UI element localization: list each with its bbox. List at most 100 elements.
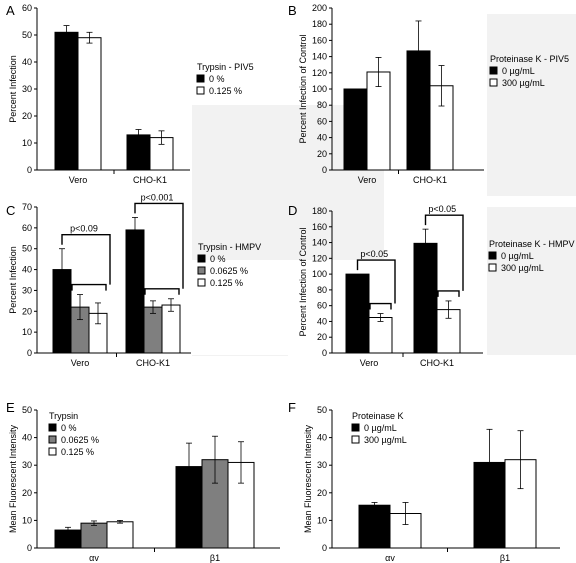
panel-F: F 0 10 20 30 40 50 Mean Fluorescent Intensity αv… bbox=[288, 400, 560, 563]
panel-letter: B bbox=[288, 3, 297, 18]
legend: Trypsin - PIV5 0 % 0.125 % bbox=[196, 62, 254, 96]
y-tick-label: 80 bbox=[317, 100, 327, 110]
bracket bbox=[356, 259, 396, 304]
y-tick-label: 100 bbox=[312, 84, 327, 94]
legend-background bbox=[192, 355, 288, 356]
bar bbox=[389, 513, 422, 549]
y-tick-label: 10 bbox=[317, 515, 327, 525]
y-tick-label: 160 bbox=[312, 35, 327, 45]
y-tick-label: 10 bbox=[22, 515, 32, 525]
y-tick-label: 20 bbox=[22, 306, 32, 316]
y-tick-label: 40 bbox=[22, 433, 32, 443]
legend: Trypsin 0 % 0.0625 % 0.125 % bbox=[48, 411, 99, 457]
y-tick-label: 60 bbox=[22, 3, 32, 13]
legend-label: 0.0625 % bbox=[210, 266, 248, 276]
legend-swatch bbox=[488, 251, 497, 260]
y-tick-label: 70 bbox=[22, 202, 32, 212]
bar bbox=[125, 229, 145, 354]
legend: Proteinase K - PIV5 0 µg/mL 300 µg/mL bbox=[489, 54, 569, 88]
bracket bbox=[71, 283, 107, 291]
category-label: CHO-K1 bbox=[420, 358, 454, 368]
legend-label: 0.125 % bbox=[210, 278, 243, 288]
legend-label: 0.125 % bbox=[209, 86, 242, 96]
legend-label: 0.125 % bbox=[61, 447, 94, 457]
y-tick-label: 0 bbox=[322, 543, 327, 553]
y-tick-label: 140 bbox=[312, 52, 327, 62]
legend-swatch bbox=[197, 278, 206, 287]
p-value-label: p<0.001 bbox=[141, 192, 174, 202]
legend-label: 0 % bbox=[210, 254, 226, 264]
y-axis-label: Mean Fluorescent Intensity bbox=[8, 424, 18, 533]
legend: Trypsin - HMPV 0 % 0.0625 % 0.125 % bbox=[197, 242, 261, 288]
bar bbox=[77, 37, 102, 171]
bar bbox=[345, 273, 370, 354]
y-tick-label: 40 bbox=[317, 433, 327, 443]
y-tick-label: 10 bbox=[22, 327, 32, 337]
category-label: Vero bbox=[358, 175, 377, 185]
y-axis-label: Percent Infection bbox=[8, 55, 18, 123]
legend-label: 0 µg/mL bbox=[502, 66, 535, 76]
category-label: β1 bbox=[500, 553, 510, 563]
legend-swatch bbox=[48, 447, 57, 456]
panel-D: D 0 20 40 60 80 100 120 140 160 180 Percent Infecti… bbox=[288, 203, 576, 368]
legend-swatch bbox=[196, 86, 205, 95]
p-value-label: p<0.05 bbox=[428, 204, 456, 214]
y-tick-label: 80 bbox=[317, 285, 327, 295]
legend-title: Trypsin bbox=[49, 411, 78, 421]
y-axis-label: Percent Infection of Control bbox=[298, 34, 308, 143]
y-tick-label: 50 bbox=[22, 244, 32, 254]
legend-label: 300 µg/mL bbox=[501, 263, 544, 273]
bar bbox=[413, 242, 438, 354]
legend-background bbox=[487, 207, 576, 355]
legend-swatch bbox=[197, 266, 206, 275]
y-tick-label: 50 bbox=[317, 405, 327, 415]
bar bbox=[106, 521, 134, 549]
p-value-label: p<0.09 bbox=[70, 224, 98, 234]
legend-label: 300 µg/mL bbox=[364, 435, 407, 445]
legend-swatch bbox=[489, 66, 498, 75]
legend-background bbox=[487, 14, 576, 196]
y-tick-label: 180 bbox=[312, 19, 327, 29]
y-tick-label: 0 bbox=[322, 348, 327, 358]
bracket bbox=[144, 288, 180, 295]
y-tick-label: 120 bbox=[312, 253, 327, 263]
y-tick-label: 40 bbox=[317, 133, 327, 143]
legend-title: Trypsin - PIV5 bbox=[197, 62, 254, 72]
bracket bbox=[437, 290, 460, 297]
bar bbox=[54, 31, 79, 171]
panel-A: A 0 10 20 30 40 50 60 Percent Infection Vero CHO-K… bbox=[6, 3, 384, 260]
legend-swatch bbox=[48, 435, 57, 444]
y-tick-label: 0 bbox=[27, 543, 32, 553]
category-label: CHO-K1 bbox=[133, 175, 167, 185]
legend: Proteinase K 0 µg/mL 300 µg/mL bbox=[351, 411, 407, 445]
y-tick-label: 200 bbox=[312, 3, 327, 13]
y-tick-label: 40 bbox=[317, 316, 327, 326]
y-tick-label: 20 bbox=[22, 488, 32, 498]
y-tick-label: 20 bbox=[22, 111, 32, 121]
y-tick-label: 50 bbox=[22, 30, 32, 40]
bracket bbox=[424, 214, 464, 291]
panel-letter: C bbox=[6, 203, 15, 218]
bar bbox=[143, 306, 163, 354]
panel-letter: E bbox=[6, 400, 15, 415]
bracket bbox=[134, 202, 184, 289]
panel-E: E 0 10 20 30 40 50 Mean Fluorescent Intensity αv… bbox=[6, 400, 280, 563]
legend-label: 0 % bbox=[209, 74, 225, 84]
panel-B: B 0 20 40 60 80 100 120 140 160 180 200 Percent Infe… bbox=[288, 3, 576, 196]
legend-label: 0 % bbox=[61, 423, 77, 433]
y-axis-label: Percent Infection of Control bbox=[298, 227, 308, 336]
category-label: β1 bbox=[210, 553, 220, 563]
bar bbox=[343, 88, 368, 171]
category-label: Vero bbox=[71, 358, 90, 368]
legend-title: Proteinase K - HMPV bbox=[489, 239, 575, 249]
panel-C: C 0 10 20 30 40 50 60 70 Percent Infection Vero CHO… bbox=[6, 192, 288, 368]
y-tick-label: 40 bbox=[22, 57, 32, 67]
y-axis-label: Percent Infection bbox=[8, 246, 18, 314]
legend-label: 0 µg/mL bbox=[364, 423, 397, 433]
legend-swatch bbox=[489, 78, 498, 87]
legend-swatch bbox=[48, 423, 57, 432]
category-label: αv bbox=[385, 553, 395, 563]
y-tick-label: 30 bbox=[22, 285, 32, 295]
y-tick-label: 100 bbox=[312, 269, 327, 279]
y-tick-label: 120 bbox=[312, 68, 327, 78]
